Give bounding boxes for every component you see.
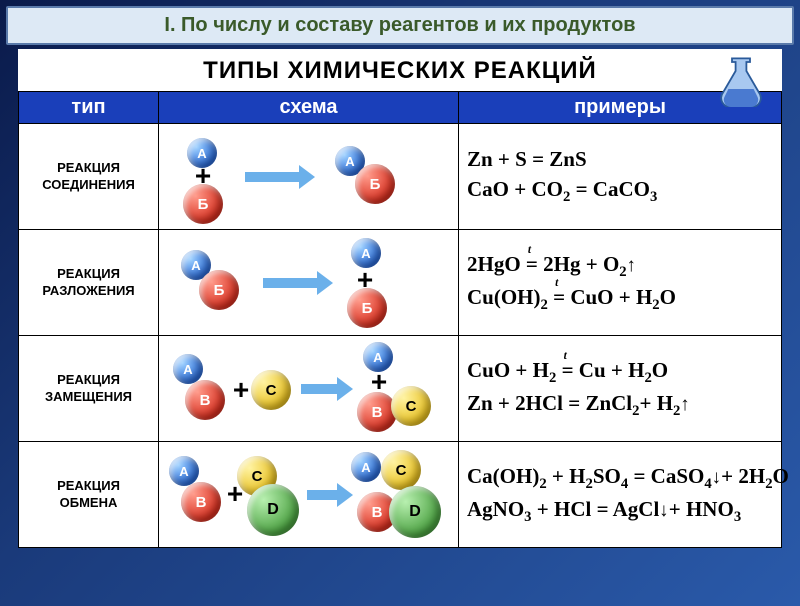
flask-icon	[714, 53, 768, 107]
reaction-examples: Ca(OH)2 + H2SO4 = CaSO4↓+ 2H2OAgNO3 + HC…	[459, 442, 782, 548]
atom-ball: С	[381, 450, 421, 490]
reaction-scheme: АВСD+ АСВD	[159, 442, 459, 548]
main-panel: ТИПЫ ХИМИЧЕСКИХ РЕАКЦИЙ тип схема пример…	[18, 49, 782, 548]
equation: CuO + H2 =t Cu + H2O	[467, 356, 773, 389]
atom-ball: D	[389, 486, 441, 538]
page-title: ТИПЫ ХИМИЧЕСКИХ РЕАКЦИЙ	[18, 49, 782, 91]
equation: Zn + S = ZnS	[467, 145, 773, 174]
section-header: I. По числу и составу реагентов и их про…	[6, 6, 794, 45]
reaction-examples: CuO + H2 =t Cu + H2OZn + 2HCl = ZnCl2+ H…	[459, 336, 782, 442]
th-type: тип	[19, 92, 159, 124]
reaction-type-label: РЕАКЦИЯОБМЕНА	[19, 442, 159, 548]
atom-ball: А	[173, 354, 203, 384]
atom-ball: Б	[355, 164, 395, 204]
atom-ball: А	[169, 456, 199, 486]
atom-ball: В	[185, 380, 225, 420]
reaction-examples: 2HgO =t 2Hg + O2↑Cu(OH)2 =t CuO + H2O	[459, 230, 782, 336]
th-scheme: схема	[159, 92, 459, 124]
atom-ball: Б	[199, 270, 239, 310]
reaction-arrow-icon	[245, 165, 315, 189]
plus-sign: +	[357, 264, 373, 296]
reaction-scheme: АБ АБ+	[159, 230, 459, 336]
reaction-type-label: РЕАКЦИЯЗАМЕЩЕНИЯ	[19, 336, 159, 442]
equation: Cu(OH)2 =t CuO + H2O	[467, 283, 773, 316]
plus-sign: +	[195, 160, 211, 192]
table-header-row: тип схема примеры	[19, 92, 782, 124]
equation: CaO + CO2 = CaCO3	[467, 175, 773, 208]
reaction-scheme: АБ+ АБ	[159, 124, 459, 230]
plus-sign: +	[227, 478, 243, 510]
reaction-scheme: АВС+ АВС+	[159, 336, 459, 442]
table-row: РЕАКЦИЯЗАМЕЩЕНИЯАВС+ АВС+CuO + H2 =t Cu …	[19, 336, 782, 442]
table-row: РЕАКЦИЯРАЗЛОЖЕНИЯАБ АБ+2HgO =t 2Hg + O2↑…	[19, 230, 782, 336]
reaction-arrow-icon	[263, 271, 333, 295]
plus-sign: +	[371, 366, 387, 398]
atom-ball: А	[351, 452, 381, 482]
equation: Ca(OH)2 + H2SO4 = CaSO4↓+ 2H2O	[467, 462, 773, 495]
atom-ball: С	[391, 386, 431, 426]
atom-ball: С	[251, 370, 291, 410]
table-row: РЕАКЦИЯОБМЕНААВСD+ АСВDCa(OH)2 + H2SO4 =…	[19, 442, 782, 548]
table-row: РЕАКЦИЯСОЕДИНЕНИЯАБ+ АБZn + S = ZnSCaO +…	[19, 124, 782, 230]
reaction-examples: Zn + S = ZnSCaO + CO2 = CaCO3	[459, 124, 782, 230]
plus-sign: +	[233, 374, 249, 406]
equation: 2HgO =t 2Hg + O2↑	[467, 250, 773, 283]
reaction-arrow-icon	[301, 377, 353, 401]
section-header-text: I. По числу и составу реагентов и их про…	[164, 14, 635, 36]
atom-ball: В	[181, 482, 221, 522]
reaction-type-label: РЕАКЦИЯРАЗЛОЖЕНИЯ	[19, 230, 159, 336]
equation: Zn + 2HCl = ZnCl2+ H2↑	[467, 389, 773, 422]
reaction-arrow-icon	[307, 483, 353, 507]
equation: AgNO3 + HCl = AgCl↓+ HNO3	[467, 495, 773, 528]
reaction-type-label: РЕАКЦИЯСОЕДИНЕНИЯ	[19, 124, 159, 230]
reactions-table: тип схема примеры РЕАКЦИЯСОЕДИНЕНИЯ А Б + А…	[18, 91, 782, 548]
atom-ball: D	[247, 484, 299, 536]
